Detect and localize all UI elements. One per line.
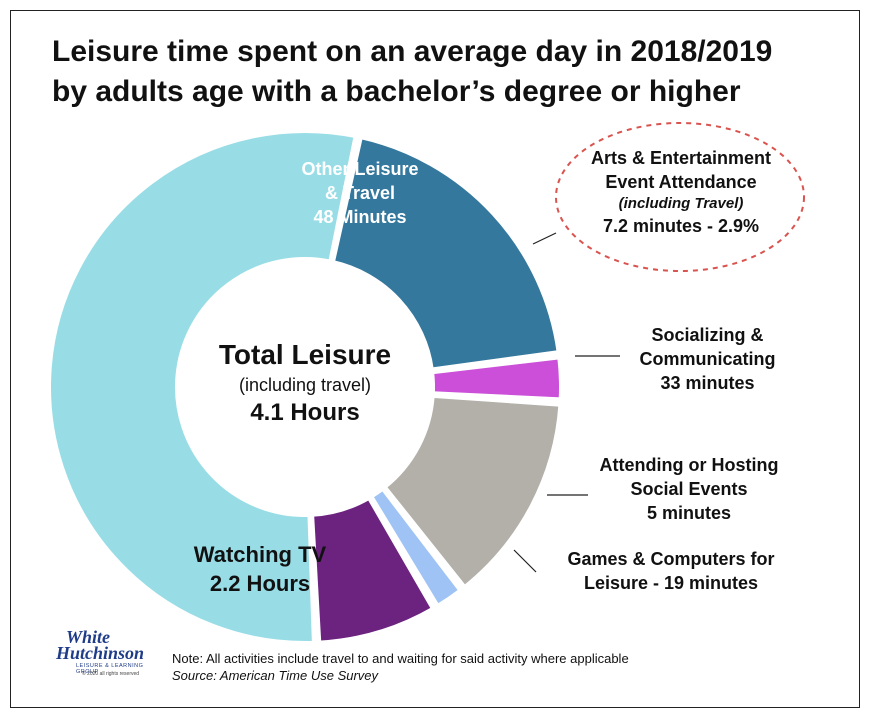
highlight-ellipse xyxy=(555,122,805,272)
label-games-line-1: Games & Computers for xyxy=(567,549,775,569)
donut-segment-arts-entertainment-event-attendance xyxy=(429,355,563,402)
logo-copyright: © 2020 all rights reserved xyxy=(82,671,140,677)
donut-segment-socializing-communicating xyxy=(382,393,563,590)
label-arts-line-4: 7.2 minutes - 2.9% xyxy=(602,216,760,236)
label-attending: Attending or Hosting Social Events 5 min… xyxy=(584,453,794,525)
label-socializing-line-3: 33 minutes xyxy=(660,373,755,393)
donut-segment-watching-tv xyxy=(47,129,358,645)
label-socializing: Socializing & Communicating 33 minutes xyxy=(620,323,795,395)
label-other-leisure-line-1: Other Leisure xyxy=(301,159,419,179)
label-watching-tv-line-1: Watching TV xyxy=(193,542,327,567)
label-watching-tv-line-2: 2.2 Hours xyxy=(209,571,311,596)
footer-note: Note: All activities include travel to a… xyxy=(172,650,629,684)
label-arts: Arts & Entertainment Event Attendance (i… xyxy=(575,146,787,238)
label-games-line-2: Leisure - 19 minutes xyxy=(583,573,759,593)
label-socializing-line-1: Socializing & xyxy=(651,325,764,345)
donut-segment-other-leisure-travel xyxy=(330,134,561,372)
donut-segments xyxy=(47,129,563,645)
label-watching-tv: Watching TV 2.2 Hours xyxy=(160,540,360,598)
label-games: Games & Computers for Leisure - 19 minut… xyxy=(540,547,802,595)
label-arts-line-1: Arts & Entertainment xyxy=(590,148,772,168)
leader-line-games xyxy=(513,549,537,573)
center-total: Total Leisure (including travel) 4.1 Hou… xyxy=(185,337,425,429)
footer-source: Source: American Time Use Survey xyxy=(172,668,379,683)
center-total-value: 4.1 Hours xyxy=(250,399,360,426)
logo-line-1: White xyxy=(66,627,111,647)
donut-segment-games-computers-for-leisure xyxy=(310,495,436,645)
label-other-leisure: Other Leisure & Travel 48 Minutes xyxy=(260,157,460,229)
label-attending-line-2: Social Events xyxy=(630,479,748,499)
label-arts-line-2: Event Attendance xyxy=(605,172,757,192)
donut-segment-attending-or-hosting-social-events xyxy=(368,485,464,609)
label-arts-line-3: (including Travel) xyxy=(618,195,744,212)
label-other-leisure-line-2: & Travel xyxy=(324,183,396,203)
label-socializing-line-2: Communicating xyxy=(639,349,776,369)
label-other-leisure-line-3: 48 Minutes xyxy=(313,207,407,227)
white-hutchinson-logo: White Hutchinson LEISURE & LEARNING GROU… xyxy=(52,627,164,687)
label-attending-line-1: Attending or Hosting xyxy=(599,455,779,475)
logo-line-2: Hutchinson xyxy=(56,643,145,663)
footer-note-text: Note: All activities include travel to a… xyxy=(172,651,629,666)
chart-title: Leisure time spent on an average day in … xyxy=(52,32,842,112)
chart-title-line-1: Leisure time spent on an average day in … xyxy=(52,35,773,68)
label-attending-line-3: 5 minutes xyxy=(646,503,732,523)
center-total-title: Total Leisure xyxy=(218,339,392,370)
logo-tagline: LEISURE & LEARNING GROUP xyxy=(76,663,144,675)
center-total-subtitle: (including travel) xyxy=(238,375,372,395)
leader-line-arts xyxy=(532,232,557,245)
chart-title-line-2: by adults age with a bachelor’s degree o… xyxy=(52,75,741,108)
